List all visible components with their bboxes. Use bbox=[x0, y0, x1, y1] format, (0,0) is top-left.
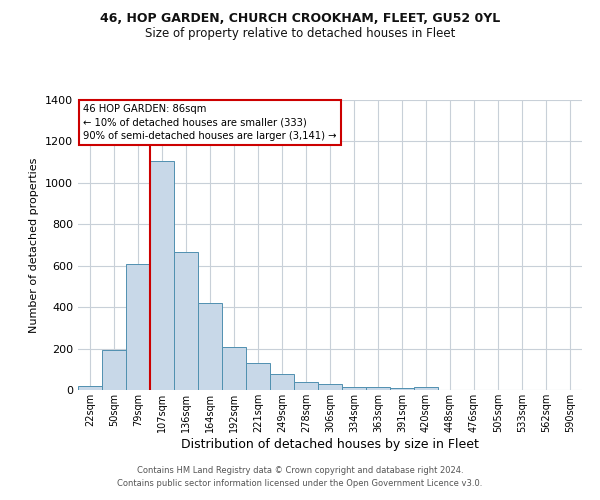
Y-axis label: Number of detached properties: Number of detached properties bbox=[29, 158, 40, 332]
Bar bbox=[342, 387, 366, 390]
Bar bbox=[198, 302, 222, 390]
Text: Size of property relative to detached houses in Fleet: Size of property relative to detached ho… bbox=[145, 28, 455, 40]
Bar bbox=[102, 350, 126, 390]
Bar bbox=[294, 382, 318, 390]
X-axis label: Distribution of detached houses by size in Fleet: Distribution of detached houses by size … bbox=[181, 438, 479, 450]
Bar bbox=[366, 387, 390, 390]
Bar bbox=[174, 252, 198, 390]
Bar bbox=[78, 386, 102, 390]
Bar bbox=[246, 364, 270, 390]
Bar bbox=[318, 384, 342, 390]
Bar bbox=[390, 388, 414, 390]
Bar bbox=[222, 346, 246, 390]
Text: Contains HM Land Registry data © Crown copyright and database right 2024.
Contai: Contains HM Land Registry data © Crown c… bbox=[118, 466, 482, 487]
Bar bbox=[414, 388, 438, 390]
Bar bbox=[126, 264, 150, 390]
Bar bbox=[270, 374, 294, 390]
Text: 46 HOP GARDEN: 86sqm
← 10% of detached houses are smaller (333)
90% of semi-deta: 46 HOP GARDEN: 86sqm ← 10% of detached h… bbox=[83, 104, 337, 141]
Bar bbox=[150, 160, 174, 390]
Text: 46, HOP GARDEN, CHURCH CROOKHAM, FLEET, GU52 0YL: 46, HOP GARDEN, CHURCH CROOKHAM, FLEET, … bbox=[100, 12, 500, 26]
